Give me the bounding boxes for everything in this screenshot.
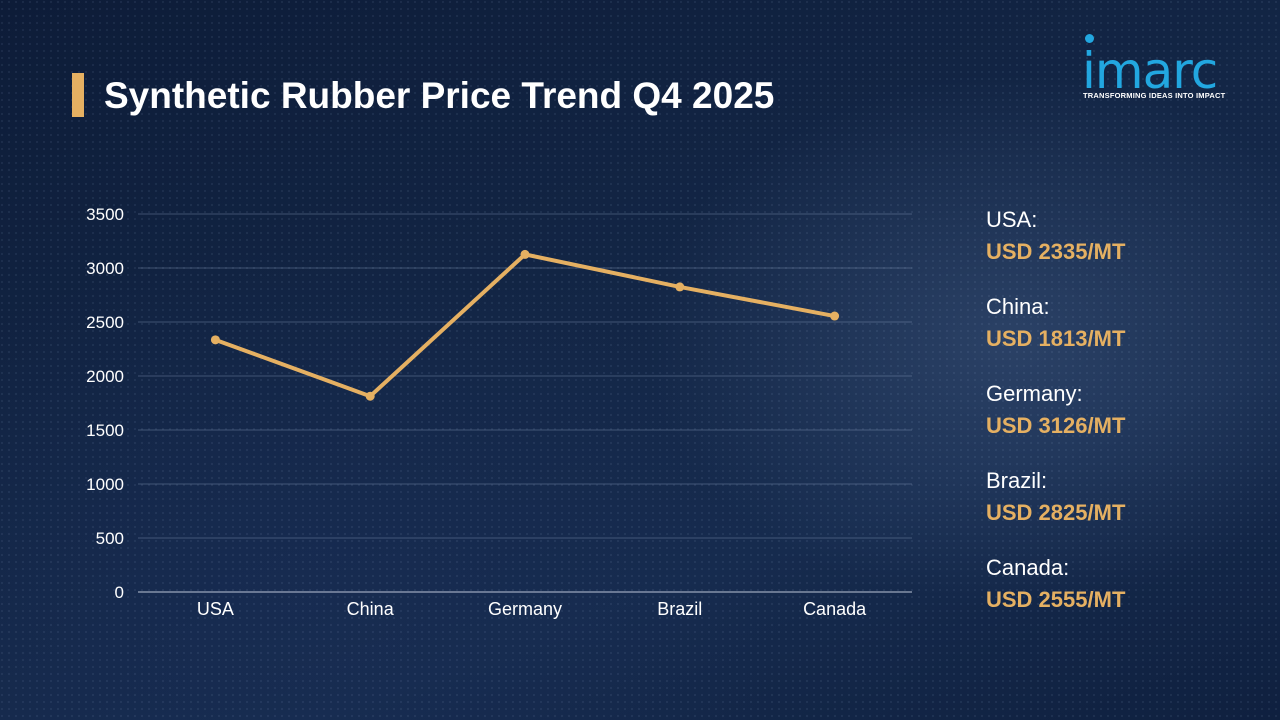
logo-word: imarc [1082,42,1218,100]
x-tick-label: Brazil [657,599,702,619]
y-tick-label: 2000 [86,367,124,386]
chart-gridlines [138,213,912,593]
y-tick-label: 1500 [86,421,124,440]
legend-item-brazil: Brazil: USD 2825/MT [986,466,1266,553]
legend-item-china: China: USD 1813/MT [986,292,1266,379]
data-point [365,391,375,401]
legend-item-germany: Germany: USD 3126/MT [986,379,1266,466]
legend-price: USD 3126/MT [986,413,1126,438]
y-tick-label: 0 [115,583,124,602]
y-tick-label: 3000 [86,259,124,278]
legend-price: USD 2825/MT [986,500,1126,525]
page-title: Synthetic Rubber Price Trend Q4 2025 [104,75,775,116]
legend-price: USD 1813/MT [986,326,1126,351]
legend-item-canada: Canada: USD 2555/MT [986,553,1266,640]
logo-tagline: TRANSFORMING IDEAS INTO IMPACT [1083,91,1226,100]
x-axis-ticks: USA China Germany Brazil Canada [197,599,867,619]
series-line [213,252,837,399]
y-axis-ticks: 0 500 1000 1500 2000 2500 3000 3500 [86,205,124,602]
y-tick-label: 2500 [86,313,124,332]
legend-price: USD 2335/MT [986,239,1126,264]
legend-country: USA: [986,207,1038,232]
legend-country: China: [986,294,1050,319]
imarc-logo: imarc TRANSFORMING IDEAS INTO IMPACT [1082,32,1248,104]
data-point [520,249,530,259]
legend-country: Germany: [986,381,1083,406]
price-legend: USA: USD 2335/MT China: USD 1813/MT Germ… [986,205,1266,640]
title-accent-bar [72,73,84,117]
legend-price: USD 2555/MT [986,587,1126,612]
x-tick-label: Germany [488,599,562,619]
x-tick-label: Canada [803,599,867,619]
y-tick-label: 3500 [86,205,124,224]
x-tick-label: China [347,599,395,619]
data-point [830,311,840,321]
data-point [210,335,220,345]
data-point [675,282,685,292]
y-tick-label: 500 [96,529,124,548]
y-tick-label: 1000 [86,475,124,494]
x-tick-label: USA [197,599,234,619]
chart-series [210,249,840,401]
legend-country: Canada: [986,555,1070,580]
legend-country: Brazil: [986,468,1048,493]
legend-item-usa: USA: USD 2335/MT [986,205,1266,292]
logo-dot [1085,34,1094,43]
